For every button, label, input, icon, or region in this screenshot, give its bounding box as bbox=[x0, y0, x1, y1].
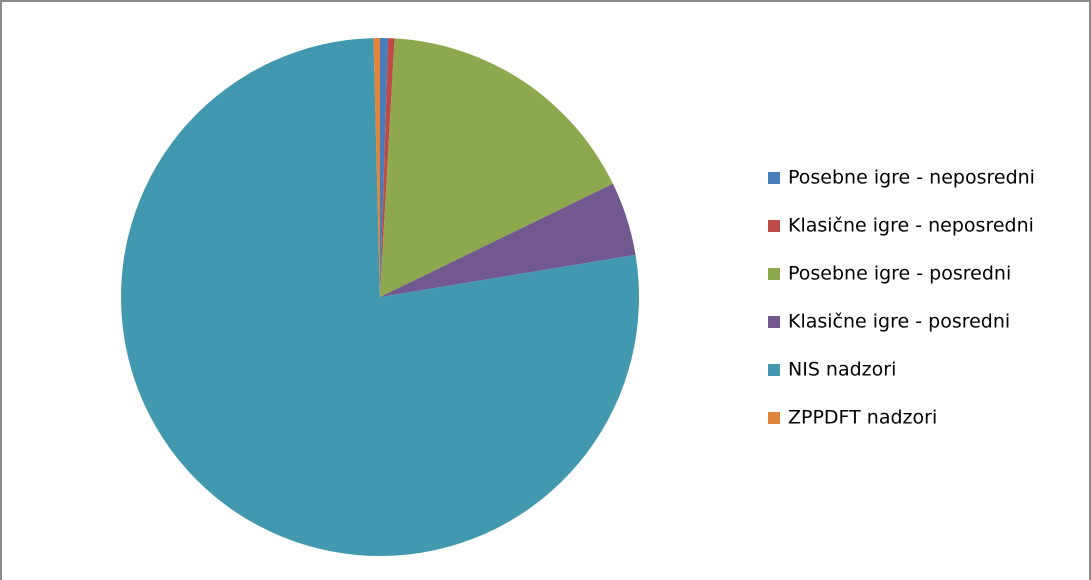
legend-swatch bbox=[768, 220, 780, 232]
pie-slice bbox=[380, 38, 395, 297]
legend-label: ZPPDFT nadzori bbox=[788, 407, 937, 429]
pie-slice bbox=[380, 183, 636, 297]
pie-slice bbox=[120, 38, 639, 557]
legend-label: Klasične igre - neposredni bbox=[788, 215, 1034, 237]
legend-label: Klasične igre - posredni bbox=[788, 311, 1010, 333]
legend-label: Posebne igre - neposredni bbox=[788, 167, 1035, 189]
legend-swatch bbox=[768, 364, 780, 376]
legend-swatch bbox=[768, 268, 780, 280]
legend-swatch bbox=[768, 316, 780, 328]
legend-swatch bbox=[768, 412, 780, 424]
pie-slice bbox=[380, 38, 389, 297]
pie-slice bbox=[373, 38, 380, 297]
legend-swatch bbox=[768, 172, 780, 184]
legend-label: Posebne igre - posredni bbox=[788, 263, 1011, 285]
legend-label: NIS nadzori bbox=[788, 359, 896, 381]
pie-slice bbox=[380, 38, 613, 297]
